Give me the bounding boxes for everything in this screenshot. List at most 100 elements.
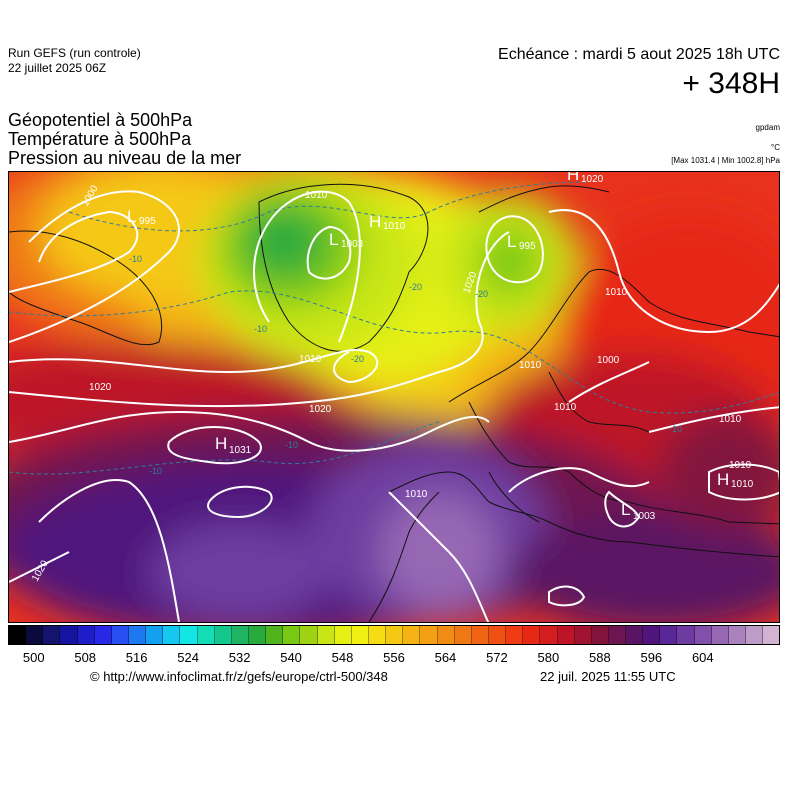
title-temperature: Température à 500hPa — [8, 129, 192, 149]
colorbar-cell — [454, 626, 472, 644]
colorbar-cell — [283, 626, 301, 644]
colorbar-tick-label: 500 — [22, 650, 45, 665]
isobar-label: 1020 — [309, 404, 332, 415]
colorbar-cell — [77, 626, 95, 644]
colorbar-tick-label: 524 — [177, 650, 199, 665]
colorbar-cell — [9, 626, 27, 644]
colorbar-tick-label: 516 — [125, 650, 148, 665]
pressure-center-value: 1031 — [229, 445, 252, 456]
colorbar-cell — [540, 626, 558, 644]
isotherm-label: -20 — [409, 282, 422, 292]
colorbar-tick-label: 532 — [228, 650, 251, 665]
run-name: Run GEFS (run controle) — [8, 46, 141, 60]
pressure-center-label: H — [567, 172, 579, 184]
isobar-label: 1010 — [405, 489, 428, 500]
weather-map: L 995 L 1003 H 1010 L 995 H 1020 H 1031 … — [8, 171, 780, 623]
isobar-label: 1010 — [299, 354, 322, 365]
colorbar-cell — [471, 626, 489, 644]
colorbar-cell — [317, 626, 335, 644]
colorbar-cell — [694, 626, 712, 644]
pressure-center-label: L — [329, 230, 338, 249]
colorbar-cell — [197, 626, 215, 644]
pressure-centers: L 995 L 1003 H 1010 L 995 H 1020 H 1031 … — [127, 172, 754, 522]
colorbar-cell — [94, 626, 112, 644]
colorbar-cell — [591, 626, 609, 644]
colorbar-tick-label: 596 — [640, 650, 663, 665]
pressure-center-label: L — [507, 232, 516, 251]
isobar-label: 1020 — [89, 382, 112, 393]
colorbar-cell — [351, 626, 369, 644]
isotherm-label: -10 — [129, 254, 142, 264]
unit-geopotential: gpdam — [755, 123, 780, 132]
colorbar-tick-label: 580 — [537, 650, 560, 665]
pressure-center-value: 1010 — [731, 479, 754, 490]
colorbar-cell — [677, 626, 695, 644]
colorbar-cell — [163, 626, 181, 644]
colorbar-cell — [248, 626, 267, 644]
valid-time: Echéance : mardi 5 aout 2025 18h UTC — [498, 46, 780, 63]
colorbar — [8, 625, 780, 645]
colorbar-tick-label: 508 — [74, 650, 97, 665]
colorbar-cell — [214, 626, 232, 644]
isotherm-label: -10 — [254, 324, 267, 334]
colorbar-cell — [643, 626, 661, 644]
colorbar-cell — [728, 626, 747, 644]
isobar-label: 1000 — [597, 355, 620, 366]
colorbar-cell — [574, 626, 592, 644]
source-url: © http://www.infoclimat.fr/z/gefs/europe… — [90, 669, 388, 684]
colorbar-cell — [403, 626, 421, 644]
colorbar-cell — [523, 626, 541, 644]
colorbar-cell — [763, 626, 780, 644]
pressure-center-value: 1010 — [383, 221, 406, 232]
colorbar-cell — [128, 626, 147, 644]
weather-map-svg: L 995 L 1003 H 1010 L 995 H 1020 H 1031 … — [9, 172, 779, 622]
pressure-center-value: 1020 — [581, 174, 604, 185]
isobars — [9, 190, 779, 622]
colorbar-cell — [557, 626, 575, 644]
isobar-label: 1010 — [554, 402, 577, 413]
pressure-center-label: H — [717, 470, 729, 489]
title-geopotential: Géopotentiel à 500hPa — [8, 110, 193, 130]
pressure-center-label: H — [369, 212, 381, 231]
isotherm-label: -10 — [285, 440, 298, 450]
colorbar-cell — [43, 626, 61, 644]
colorbar-tick-label: 604 — [691, 650, 714, 665]
colorbar-cell — [660, 626, 678, 644]
isobar-label: 1010 — [305, 190, 328, 201]
colorbar-cell — [608, 626, 627, 644]
colorbar-cell — [437, 626, 455, 644]
colorbar-cell — [420, 626, 438, 644]
isotherm-label: -10 — [149, 466, 162, 476]
colorbar-cell — [746, 626, 764, 644]
colorbar-cell — [368, 626, 387, 644]
colorbar-cell — [300, 626, 318, 644]
isotherm-label: -20 — [351, 354, 364, 364]
colorbar-cell — [26, 626, 44, 644]
coastlines — [9, 183, 779, 622]
pressure-range: [Max 1031.4 | Min 1002.8] hPa — [671, 156, 780, 165]
colorbar-tick-label: 588 — [589, 650, 611, 665]
pressure-center-label: L — [127, 207, 136, 226]
colorbar-tick-label: 540 — [280, 650, 302, 665]
colorbar-cell — [266, 626, 284, 644]
isobar-label: 1010 — [719, 414, 742, 425]
pressure-center-label: L — [621, 500, 630, 519]
title-pressure: Pression au niveau de la mer — [8, 148, 242, 168]
colorbar-cell — [488, 626, 507, 644]
colorbar-cell — [626, 626, 644, 644]
issued-time: 22 juil. 2025 11:55 UTC — [540, 669, 676, 684]
isotherms — [9, 181, 779, 475]
colorbar-tick-label: 564 — [434, 650, 457, 665]
pressure-center-value: 1003 — [341, 239, 364, 250]
pressure-center-value: 1003 — [633, 511, 656, 522]
colorbar-cell — [146, 626, 164, 644]
colorbar-cell — [506, 626, 524, 644]
colorbar-cell — [334, 626, 352, 644]
isotherm-label: -10 — [669, 424, 682, 434]
colorbar-tick-label: 556 — [383, 650, 405, 665]
geopotential-field — [9, 172, 779, 622]
colorbar-cell — [60, 626, 78, 644]
isobar-label: 1010 — [519, 360, 542, 371]
pressure-center-label: H — [215, 434, 227, 453]
isotherm-label: -20 — [475, 289, 488, 299]
